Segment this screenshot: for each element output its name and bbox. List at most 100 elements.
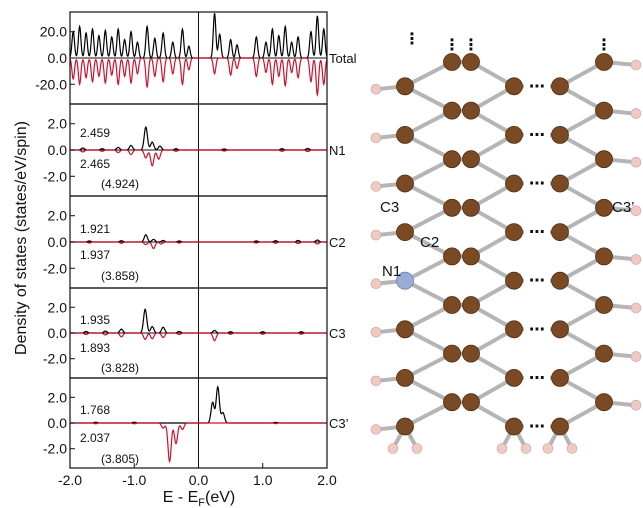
- carbon-atom: [505, 320, 523, 339]
- x-tick-label: -1.0: [122, 472, 146, 488]
- carbon-atom: [505, 174, 523, 193]
- panel-label: C2: [329, 235, 346, 250]
- y-tick-label: -2.0: [43, 351, 67, 367]
- carbon-atom: [595, 247, 613, 266]
- series-spin-down: [70, 149, 327, 167]
- y-tick-label: 0.0: [48, 415, 68, 431]
- carbon-atom: [462, 150, 480, 169]
- carbon-atom: [443, 247, 461, 266]
- carbon-atom: [551, 77, 569, 96]
- carbon-atom: [462, 247, 480, 266]
- carbon-atom: [443, 198, 461, 217]
- carbon-atom: [396, 320, 414, 339]
- hydrogen-atom: [387, 443, 399, 454]
- spin-down-occupation: 1.893: [80, 341, 110, 355]
- x-tick-label: 1.0: [253, 472, 273, 488]
- structure-label-n1: N1: [382, 263, 401, 280]
- carbon-atom: [551, 320, 569, 339]
- spin-up-occupation: 1.921: [80, 222, 110, 236]
- carbon-atom: [462, 344, 480, 363]
- carbon-atom: [551, 174, 569, 193]
- spin-up-occupation: 2.459: [80, 126, 110, 140]
- hydrogen-atom: [370, 132, 382, 144]
- y-tick-label: 0.0: [48, 50, 68, 66]
- hydrogen-atom: [370, 181, 382, 192]
- carbon-atom: [595, 150, 613, 169]
- continuation-ellipsis: ⋯: [529, 174, 545, 193]
- x-tick-label: 2.0: [317, 472, 337, 488]
- hydrogen-atom: [630, 302, 642, 314]
- structure-label-c2: C2: [420, 234, 439, 251]
- hydrogen-atom: [566, 443, 578, 454]
- panel-label: Total: [329, 51, 357, 66]
- nitrogen-atom: [396, 271, 414, 290]
- y-tick-label: 2.0: [48, 208, 68, 224]
- series-spin-down: [70, 241, 327, 250]
- y-tick-label: 0.0: [48, 142, 68, 158]
- vertical-ellipsis: ⋮: [463, 35, 479, 54]
- dos-panels: 20.0 0.0 -20.0 Total 2.0 0.0 -2.0 N1 2.459 2.465 (…: [35, 11, 357, 469]
- carbon-atom: [595, 101, 613, 120]
- graphene-nanoribbon-structure: ⋯⋯⋯⋯⋯⋯⋯⋯⋮ ⋮ ⋮⋮: [370, 29, 642, 454]
- total-occupation: (3.828): [101, 361, 139, 375]
- vertical-ellipsis: ⋮: [404, 29, 420, 48]
- carbon-atom: [595, 296, 613, 314]
- carbon-atom: [551, 125, 569, 144]
- carbon-atom: [443, 53, 461, 71]
- carbon-atom: [443, 150, 461, 169]
- carbon-atom: [396, 125, 414, 144]
- carbon-atom: [595, 198, 613, 217]
- carbon-atom: [396, 174, 414, 193]
- y-tick-label: -2.0: [43, 168, 67, 184]
- panel-label: C3: [329, 326, 346, 341]
- carbon-atom: [595, 53, 613, 71]
- series-spin-down: [70, 57, 327, 98]
- y-tick-label: -2.0: [43, 441, 67, 457]
- hydrogen-atom: [370, 424, 382, 435]
- hydrogen-atom: [496, 443, 508, 454]
- x-axis-title: E - EF(eV): [163, 489, 236, 508]
- panel-label: N1: [329, 143, 346, 158]
- x-axis-title-unit: (eV): [205, 489, 235, 506]
- spin-down-occupation: 2.037: [80, 431, 110, 445]
- carbon-atom: [443, 296, 461, 314]
- y-axis-title: Density of states (states/eV/spin): [13, 121, 30, 355]
- x-axis-title-main: E - E: [163, 489, 199, 506]
- dos-panel: 20.0 0.0 -20.0 Total: [35, 11, 357, 105]
- structure-label-c3-prime: C3’: [612, 199, 635, 216]
- hydrogen-atom: [630, 351, 642, 362]
- hydrogen-atom: [630, 59, 642, 71]
- carbon-atom: [551, 223, 569, 242]
- dos-panel: 2.0 0.0 -2.0 C2 1.921 1.937 (3.858): [43, 195, 346, 289]
- carbon-atom: [551, 271, 569, 290]
- hydrogen-atom: [630, 156, 642, 168]
- carbon-atom: [462, 101, 480, 120]
- y-tick-label: 0.0: [48, 325, 68, 341]
- total-occupation: (3.805): [101, 452, 139, 466]
- x-tick-label: 0.0: [189, 472, 209, 488]
- y-tick-label: 2.0: [48, 389, 68, 405]
- x-tick-label: -2.0: [58, 472, 82, 488]
- carbon-atom: [505, 271, 523, 290]
- carbon-atom: [595, 344, 613, 363]
- dos-panel: 2.0 0.0 -2.0 C3’ 1.768 2.037 (3.805): [43, 377, 349, 469]
- carbon-atom: [462, 296, 480, 314]
- carbon-atom: [443, 393, 461, 412]
- structure-label-c3: C3: [380, 199, 399, 216]
- series-spin-down: [70, 422, 327, 464]
- carbon-atom: [551, 368, 569, 387]
- spin-up-occupation: 1.768: [80, 403, 110, 417]
- vertical-ellipsis: ⋮: [596, 35, 612, 54]
- carbon-atom: [396, 417, 414, 436]
- carbon-atom: [505, 223, 523, 242]
- carbon-atom: [505, 417, 523, 436]
- dos-panel: 2.0 0.0 -2.0 C3 1.935 1.893 (3.828): [43, 287, 346, 379]
- continuation-ellipsis: ⋯: [529, 417, 545, 436]
- continuation-ellipsis: ⋯: [529, 76, 545, 95]
- hydrogen-atom: [520, 443, 532, 454]
- carbon-atom: [396, 368, 414, 387]
- hydrogen-atom: [370, 229, 382, 241]
- carbon-atom: [443, 344, 461, 363]
- y-tick-label: -2.0: [43, 260, 67, 276]
